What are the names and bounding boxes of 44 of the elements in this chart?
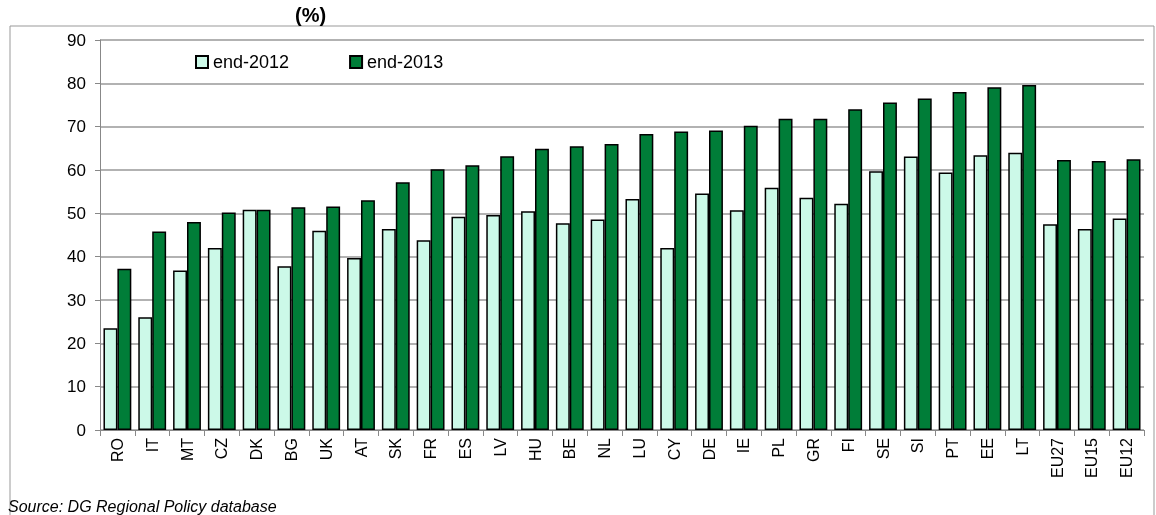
x-tick-label: RO xyxy=(108,438,126,462)
x-tick-label: CZ xyxy=(213,437,231,460)
y-tick-label: 70 xyxy=(67,117,86,137)
x-tick-label: CY xyxy=(665,437,683,461)
y-tick-label: 10 xyxy=(67,377,86,397)
x-tick-label: GR xyxy=(804,438,822,462)
chart-title: (%) xyxy=(295,4,327,26)
x-tick-label: FI xyxy=(839,438,857,453)
x-tick-label: EE xyxy=(978,438,996,460)
x-tick-label: NL xyxy=(596,437,614,459)
x-tick-label: LU xyxy=(630,438,648,459)
x-tick-label: HU xyxy=(526,438,544,462)
x-tick-label: DK xyxy=(248,437,266,461)
x-tick-label: MT xyxy=(178,437,196,462)
x-tick-label: EU15 xyxy=(1083,437,1101,479)
legend-label: end-2012 xyxy=(213,52,290,72)
y-tick-label: 60 xyxy=(67,160,86,180)
x-tick-label: UK xyxy=(317,437,335,461)
y-tick-label: 20 xyxy=(67,333,86,353)
x-tick-label: SK xyxy=(387,437,405,460)
x-tick-label: AT xyxy=(352,437,370,458)
x-tick-label: LV xyxy=(491,437,509,457)
x-tick-label: BE xyxy=(561,438,579,460)
x-tick-label: SE xyxy=(874,438,892,460)
x-tick-label: LT xyxy=(1013,437,1031,456)
legend-label: end-2013 xyxy=(367,52,444,72)
y-tick-label: 30 xyxy=(67,290,86,310)
x-tick-label: BG xyxy=(282,438,300,462)
source-note: Source: DG Regional Policy database xyxy=(8,497,277,515)
x-tick-label: ES xyxy=(456,438,474,460)
x-tick-label: EU27 xyxy=(1048,437,1066,479)
x-tick-label: IT xyxy=(143,437,161,453)
x-tick-label: IE xyxy=(735,438,753,454)
y-tick-label: 90 xyxy=(67,30,86,50)
x-tick-label: EU12 xyxy=(1118,437,1136,479)
y-tick-label: 80 xyxy=(67,73,86,93)
x-tick-label: FR xyxy=(422,438,440,460)
x-tick-label: DE xyxy=(700,438,718,461)
x-tick-label: PL xyxy=(770,437,788,458)
x-tick-label: SI xyxy=(909,438,927,454)
x-tick-label: PT xyxy=(944,437,962,459)
y-tick-label: 0 xyxy=(76,420,86,440)
y-tick-label: 50 xyxy=(67,203,86,223)
y-tick-label: 40 xyxy=(67,247,86,267)
